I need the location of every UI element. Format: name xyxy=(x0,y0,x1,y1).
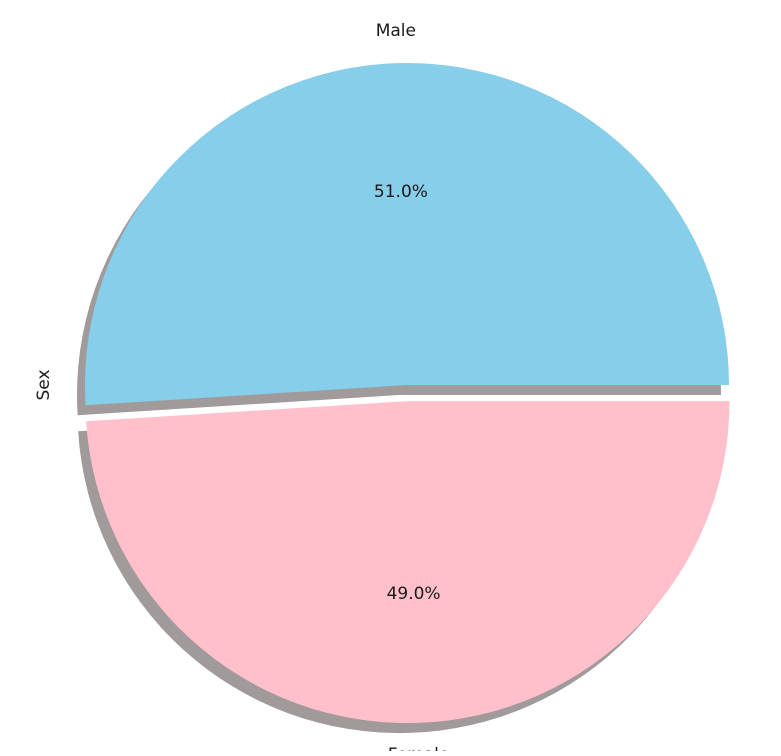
slice-label-female: Female xyxy=(388,745,449,751)
pie-slice-male xyxy=(85,62,730,406)
pie-slices xyxy=(85,62,730,724)
slice-percent-female: 49.0% xyxy=(387,584,441,604)
slice-label-male: Male xyxy=(376,21,416,41)
pie-slice-female xyxy=(86,401,730,724)
y-axis-label: Sex xyxy=(34,369,54,400)
slice-percent-male: 51.0% xyxy=(374,182,428,202)
